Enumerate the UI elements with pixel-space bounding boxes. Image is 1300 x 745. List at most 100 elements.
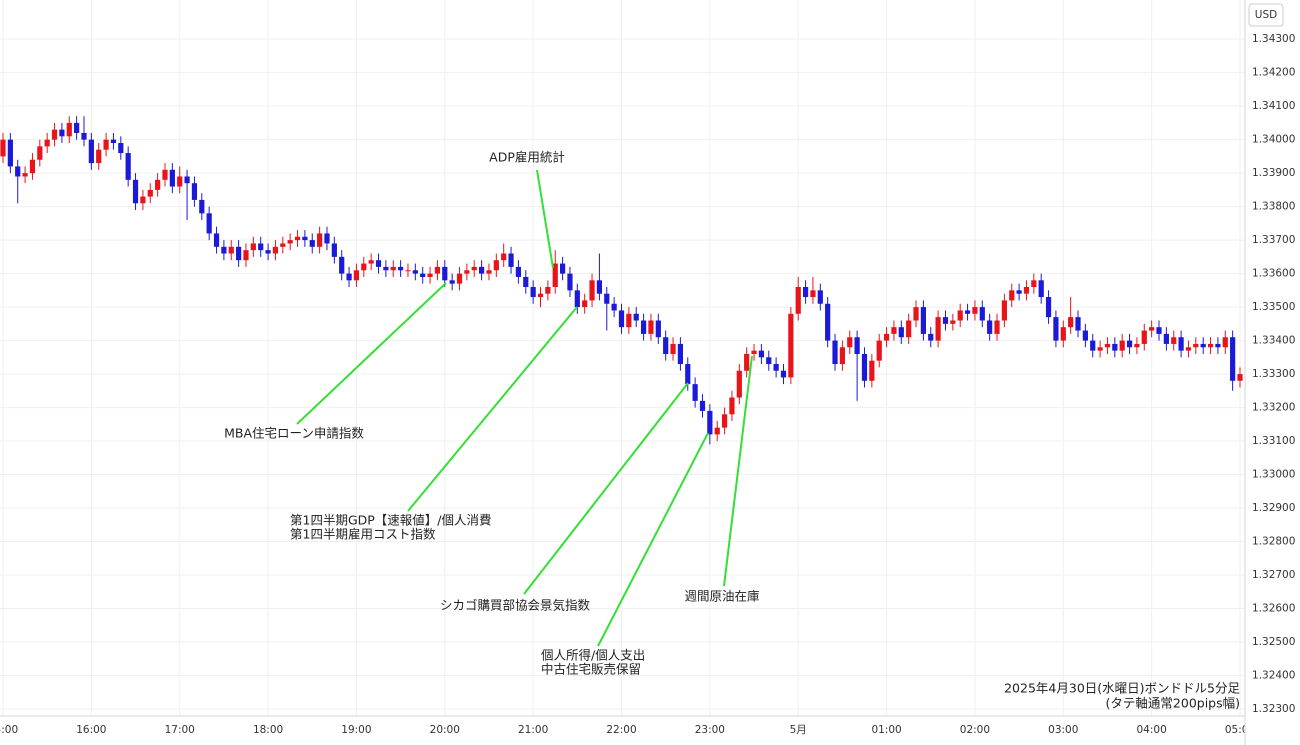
candle-body xyxy=(1119,340,1125,351)
candle-body xyxy=(88,139,94,164)
candle-body xyxy=(339,256,345,274)
candle-body xyxy=(398,266,404,271)
candle-body xyxy=(221,246,227,254)
candle-body xyxy=(950,320,956,324)
candle-body xyxy=(1097,347,1103,351)
candle-body xyxy=(317,233,323,247)
candle-body xyxy=(810,290,816,298)
candle-body xyxy=(0,139,6,157)
candle-body xyxy=(287,240,293,244)
candle-body xyxy=(545,287,551,294)
candle-body xyxy=(883,333,890,341)
candle-body xyxy=(162,169,168,180)
candle-body xyxy=(618,310,625,328)
candle-body xyxy=(51,129,58,140)
candle-body xyxy=(7,139,13,167)
candle-body xyxy=(59,129,65,137)
x-tick-label: 03:00 xyxy=(1048,724,1078,736)
candle-body xyxy=(427,273,433,277)
y-tick-label: 1.33100 xyxy=(1252,435,1295,447)
candle-body xyxy=(434,266,441,274)
candle-body xyxy=(1207,343,1214,348)
candle-body xyxy=(861,353,868,381)
candle-body xyxy=(1075,317,1081,331)
candle-body xyxy=(250,243,256,251)
candle-body xyxy=(479,266,485,274)
candle-body xyxy=(928,333,934,341)
candle-body xyxy=(390,266,396,271)
y-tick-label: 1.33200 xyxy=(1252,402,1295,414)
candle-body xyxy=(596,280,603,294)
candle-body xyxy=(471,266,477,271)
candle-body xyxy=(1009,290,1015,301)
y-tick-label: 1.33500 xyxy=(1252,301,1295,313)
candle-body xyxy=(523,276,529,288)
candle-body xyxy=(1163,333,1169,344)
candle-body xyxy=(1112,343,1118,351)
y-tick-label: 1.33000 xyxy=(1252,469,1295,481)
candle-body xyxy=(640,320,647,334)
candle-body xyxy=(368,260,374,264)
candle-body xyxy=(1060,327,1066,341)
candle-body xyxy=(707,410,713,435)
candle-body xyxy=(361,263,367,271)
candle-body xyxy=(1200,343,1206,348)
candle-body xyxy=(847,337,853,348)
candle-body xyxy=(272,246,279,254)
caption: 2025年4月30日(水曜日)ボンドドル5分足 xyxy=(1004,681,1240,696)
candle-body xyxy=(906,320,912,338)
candle-body xyxy=(736,370,742,398)
candle-body xyxy=(140,196,146,204)
candle-body xyxy=(346,273,352,281)
candle-body xyxy=(375,260,382,267)
caption: (タテ軸通常200pips幅) xyxy=(1106,696,1240,711)
candle-body xyxy=(206,213,212,234)
annotation: 個人所得/個人支出 xyxy=(541,648,645,663)
candle-body xyxy=(236,246,242,261)
x-tick-label: 21:00 xyxy=(518,724,548,736)
candle-body xyxy=(802,287,809,298)
candle-body xyxy=(22,173,28,177)
candle-body xyxy=(103,139,109,150)
candle-body xyxy=(243,250,249,261)
candle-body xyxy=(442,266,448,281)
candle-body xyxy=(125,153,131,180)
y-tick-label: 1.34200 xyxy=(1252,67,1295,79)
annotation-line xyxy=(723,355,753,587)
candle-body xyxy=(118,142,124,154)
candle-body xyxy=(898,327,904,338)
y-axis-panel xyxy=(1245,0,1300,745)
y-tick-label: 1.33800 xyxy=(1252,201,1295,213)
candle-body xyxy=(1156,327,1162,334)
candle-body xyxy=(1016,290,1022,294)
x-tick-label: 19:00 xyxy=(341,724,371,736)
x-tick-label: 01:00 xyxy=(871,724,901,736)
candle-body xyxy=(110,139,117,143)
candle-body xyxy=(1038,280,1044,298)
candle-body xyxy=(935,317,941,341)
candle-body xyxy=(191,183,198,200)
y-tick-label: 1.33300 xyxy=(1252,368,1295,380)
plot-area xyxy=(0,116,1243,445)
candle-body xyxy=(692,384,698,401)
candle-body xyxy=(486,270,492,274)
candle-body xyxy=(530,287,536,298)
x-tick-label: 17:00 xyxy=(165,724,195,736)
candle-body xyxy=(685,364,691,385)
candle-body xyxy=(147,189,153,197)
candle-body xyxy=(265,250,271,254)
annotation-line xyxy=(597,432,709,647)
candle-body xyxy=(177,176,183,187)
candle-body xyxy=(869,360,875,381)
candle-body xyxy=(302,236,308,241)
annotation: 週間原油在庫 xyxy=(684,589,759,604)
currency-box xyxy=(1248,3,1284,27)
x-tick-label: 20:00 xyxy=(430,724,460,736)
candle-body xyxy=(611,303,617,311)
y-tick-label: 1.34300 xyxy=(1252,33,1295,45)
candle-body xyxy=(979,307,985,321)
candle-body xyxy=(832,340,838,365)
candle-body xyxy=(1053,317,1059,341)
candle-body xyxy=(604,293,610,304)
candle-body xyxy=(839,347,845,365)
